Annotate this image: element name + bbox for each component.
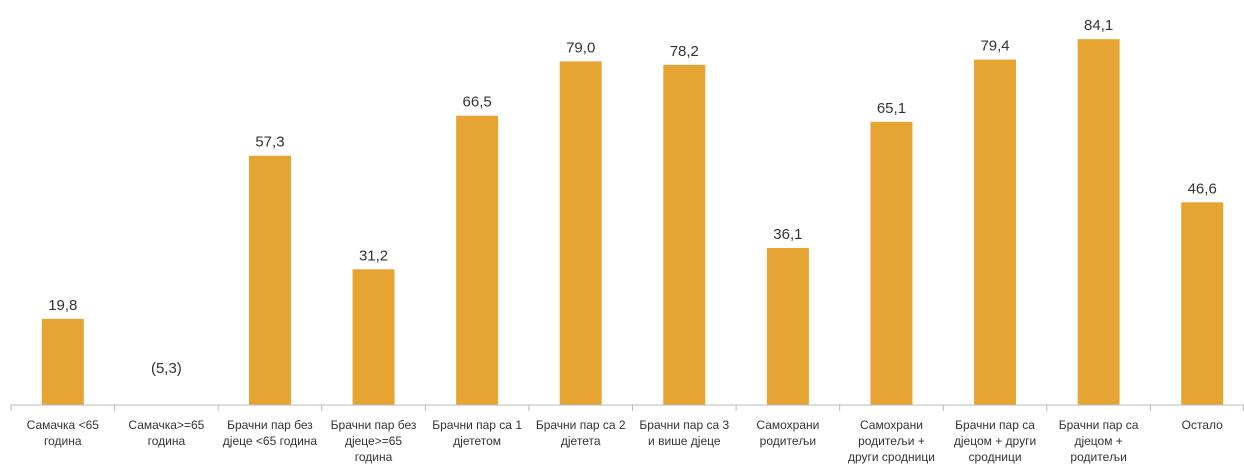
category-label-5: дјететом [453,434,501,448]
data-label-3: 57,3 [255,134,284,151]
category-label-10: Брачни пар са [955,418,1035,432]
bar-3 [248,155,291,405]
category-label-9: Самохрани [860,418,923,432]
category-labels-group: Самачка <65 година Самачка>=65 година Брачни… [27,418,1223,464]
data-label-2: (5,3) [151,360,182,377]
category-label-2: Самачка>=65 [128,418,204,432]
category-label-10: сродници [969,450,1022,464]
bar-1 [41,318,84,405]
bar-5 [456,115,499,405]
bar-11 [1077,39,1120,405]
data-label-11: 84,1 [1084,17,1113,34]
bar-6 [559,61,602,405]
category-label-1: година [44,434,82,448]
category-label-3: Брачни пар без [227,418,313,432]
data-label-1: 19,8 [48,297,77,314]
category-label-11: родитељи [1070,450,1126,464]
category-label-8: Самохрани [756,418,819,432]
category-label-1: Самачка <65 [27,418,100,432]
data-label-10: 79,4 [980,38,1009,55]
category-label-8: родитељи [760,434,816,448]
category-label-2: година [148,434,186,448]
bars-group [41,39,1224,406]
category-label-7: Брачни пар са 3 [639,418,729,432]
category-label-3: дјеце <65 година [223,434,318,448]
bar-9 [870,121,913,405]
category-label-9: родитељи + [858,434,925,448]
category-label-10: дјецом + други [954,434,1036,448]
bar-4 [352,269,395,405]
data-label-6: 79,0 [566,39,595,56]
bar-12 [1181,202,1224,405]
bar-10 [974,59,1017,406]
category-label-5: Брачни пар са 1 [432,418,522,432]
bar-8 [766,247,809,405]
category-label-6: Брачни пар са 2 [536,418,626,432]
data-label-7: 78,2 [670,43,699,60]
category-label-4: дјеце>=65 [345,434,402,448]
data-label-8: 36,1 [773,226,802,243]
data-label-9: 65,1 [877,100,906,117]
category-label-4: Брачни пар без [331,418,417,432]
bar-7 [663,64,706,405]
category-label-12: Остало [1182,418,1224,432]
category-label-6: дјетета [561,434,601,448]
category-label-11: Брачни пар са [1059,418,1139,432]
category-label-9: други сродници [848,450,935,464]
data-label-12: 46,6 [1188,180,1217,197]
x-axis [10,404,1244,411]
category-label-4: година [355,450,393,464]
data-label-4: 31,2 [359,247,388,264]
category-label-11: дјецом + [1074,434,1122,448]
value-labels-group: 19,8 (5,3) 57,3 31,2 66,5 79,0 78,2 36,1 65,1 79,… [48,17,1217,377]
data-label-5: 66,5 [463,94,492,111]
category-label-7: и више дјеце [648,434,721,448]
